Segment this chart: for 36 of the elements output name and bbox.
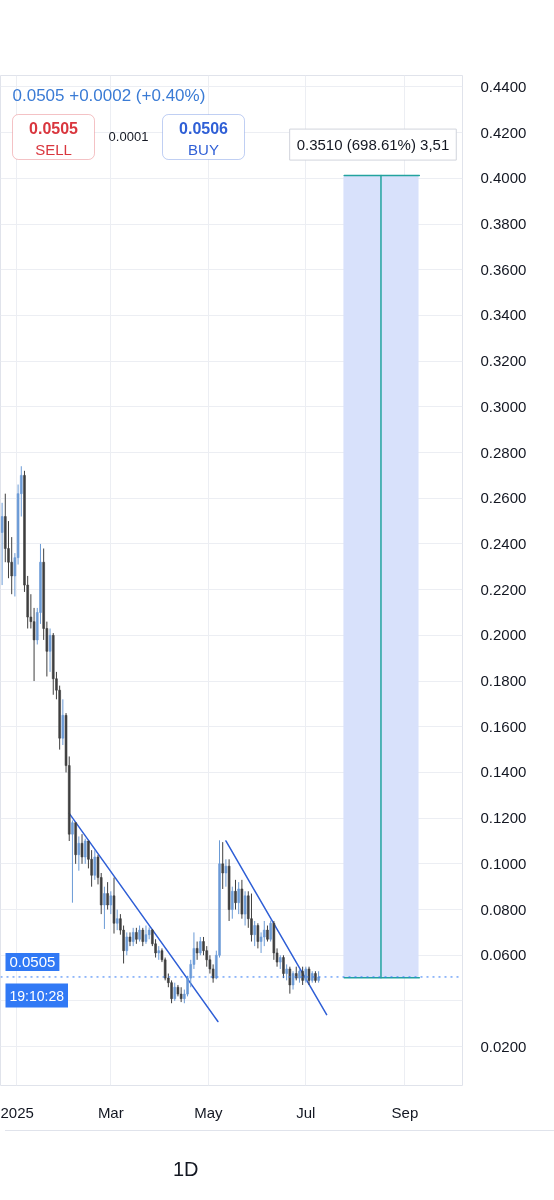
x-tick-label: Mar bbox=[97, 1103, 124, 1121]
y-tick-label: 0.4200 bbox=[480, 123, 527, 141]
y-tick-label: 0.3400 bbox=[480, 306, 527, 324]
annotation: 0.0001 bbox=[108, 129, 149, 144]
y-tick-label: 0.1000 bbox=[480, 854, 527, 872]
y-tick-label: 0.1400 bbox=[480, 763, 527, 781]
y-tick-label: 0.2600 bbox=[480, 489, 527, 507]
y-tick-label: 0.4000 bbox=[480, 169, 527, 187]
y-tick-label: 0.2400 bbox=[480, 534, 527, 552]
annotation: BUY bbox=[188, 141, 219, 158]
y-tick-label: 0.4400 bbox=[480, 77, 527, 95]
annotation: SELL bbox=[35, 141, 72, 158]
annotation: 0.0505 bbox=[29, 119, 79, 137]
y-tick-label: 0.2000 bbox=[480, 626, 527, 644]
x-tick-label: Jul bbox=[296, 1103, 316, 1121]
annotation: 0.0505 +0.0002 (+0.40%) bbox=[12, 86, 206, 105]
y-tick-label: 0.1600 bbox=[480, 717, 527, 735]
y-tick-label: 0.3000 bbox=[480, 397, 527, 415]
y-tick-label: 0.3600 bbox=[480, 260, 527, 278]
y-tick-label: 0.0800 bbox=[480, 900, 527, 918]
y-tick-label: 0.3200 bbox=[480, 352, 527, 370]
x-tick-label: Sep bbox=[391, 1103, 419, 1121]
y-tick-label: 0.3800 bbox=[480, 215, 527, 233]
y-tick-label: 0.2800 bbox=[480, 443, 527, 461]
annotation: 19:10:28 bbox=[9, 987, 65, 1004]
y-tick-label: 0.2200 bbox=[480, 580, 527, 598]
y-tick-label: 0.1200 bbox=[480, 809, 527, 827]
x-tick-label: May bbox=[194, 1103, 223, 1121]
y-tick-label: 0.0600 bbox=[480, 946, 527, 964]
ref-line-label: 0.0505 bbox=[9, 952, 56, 970]
annotation: 0.3510 (698.61%) 3,51 bbox=[296, 136, 450, 154]
text: 1D bbox=[173, 1158, 199, 1180]
annotation: 0.0506 bbox=[179, 119, 229, 137]
x-tick-label: 2025 bbox=[0, 1103, 34, 1121]
y-tick-label: 0.0200 bbox=[480, 1037, 527, 1055]
y-tick-label: 0.1800 bbox=[480, 672, 527, 690]
